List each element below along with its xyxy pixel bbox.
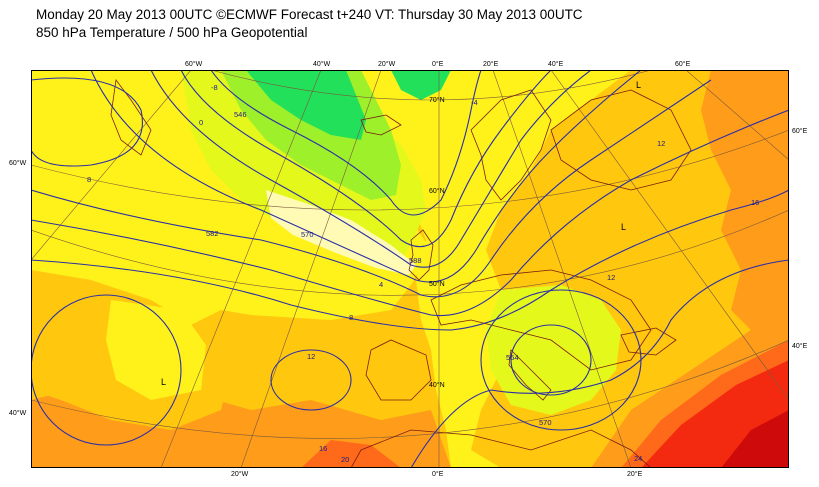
top-axis-label: 20°E — [483, 61, 499, 68]
temperature-label: 8 — [87, 175, 91, 184]
temperature-label: 4 — [379, 280, 383, 289]
geopotential-contour — [31, 109, 789, 317]
map-frame — [31, 70, 789, 468]
geopotential-contour — [31, 294, 182, 446]
graticule-lon-40w — [160, 70, 322, 468]
geopotential-label: 570 — [539, 418, 552, 427]
geopotential-contour — [150, 70, 592, 268]
coastline-iberia — [365, 339, 432, 401]
geopotential-contour — [210, 70, 482, 216]
top-axis-label: 60°W — [185, 61, 203, 68]
right-axis-label: 60°E — [792, 128, 808, 135]
geopotential-label: 570 — [301, 230, 314, 239]
geopotential-contour — [31, 189, 789, 331]
low-pressure-marker: L — [636, 80, 641, 90]
temperature-label: 12 — [607, 273, 615, 282]
latitude-label: 40°N — [429, 381, 445, 389]
coastline-black-sea — [620, 327, 677, 356]
temperature-label: 20 — [341, 455, 349, 464]
left-axis-label: 60°W — [9, 160, 27, 167]
temp-fill-pale-band — [266, 190, 416, 275]
temp-fill-8-12-west — [31, 70, 431, 330]
temp-fill-le-0-north — [391, 70, 451, 100]
graticule — [31, 70, 789, 468]
temperature-label: 12 — [657, 139, 665, 148]
top-axis-label: 40°E — [548, 61, 564, 68]
temperature-label: -4 — [471, 98, 478, 107]
bottom-axis-label: 20°E — [627, 471, 643, 478]
geopotential-label: 564 — [506, 353, 519, 362]
coastline-british-isles — [408, 229, 434, 281]
chart-title: Monday 20 May 2013 00UTC ©ECMWF Forecast… — [36, 7, 583, 22]
geopotential-contour — [180, 70, 552, 248]
temperature-field — [31, 70, 789, 468]
contour-labels: 546 570 582 588 570 564 -8 -4 0 4 8 8 12… — [87, 83, 759, 464]
top-axis-label: 0°E — [432, 61, 444, 68]
geopotential-label: 546 — [234, 110, 247, 119]
graticule-lon-20w — [240, 70, 382, 468]
graticule-lon-60w — [31, 70, 192, 261]
coastline-greenland — [110, 78, 152, 156]
temp-fill-20-24-south — [301, 440, 401, 468]
geopotential-contours — [31, 70, 789, 468]
top-axis-label: 60°E — [675, 61, 691, 68]
temp-fill-8-12-centre — [361, 70, 631, 468]
temp-fill-gt-28 — [721, 410, 789, 468]
graticule-lon-20e — [492, 70, 632, 468]
latitude-label: 70°N — [429, 96, 445, 104]
coastline-europe — [430, 269, 652, 371]
temperature-label: -8 — [211, 83, 218, 92]
right-axis-label: 40°E — [792, 343, 808, 350]
geopotential-contour — [510, 324, 592, 396]
graticule-lat-40n — [31, 339, 789, 439]
bottom-axis-label: 20°W — [231, 471, 249, 478]
latitude-label: 60°N — [429, 187, 445, 195]
latitude-label: 50°N — [429, 280, 445, 288]
graticule-lat-70n — [210, 70, 652, 101]
top-axis-label: 40°W — [313, 61, 331, 68]
temperature-label: 16 — [751, 198, 759, 207]
temperature-label: 0 — [199, 118, 203, 127]
coastline-africa — [350, 429, 652, 468]
temperature-label: 12 — [307, 352, 315, 361]
low-pressure-marker: L — [161, 377, 166, 387]
pressure-centres: L L L — [161, 80, 641, 387]
geopotential-label: 588 — [409, 256, 422, 265]
forecast-map: L L L 546 570 582 588 570 564 -8 -4 0 4 … — [31, 70, 789, 468]
geopotential-contour — [90, 70, 642, 283]
coastline-italy — [508, 349, 552, 401]
temperature-label: 24 — [634, 454, 642, 463]
temperature-label: 16 — [319, 444, 327, 453]
geopotential-label: 582 — [206, 229, 219, 238]
temp-fill-le-0 — [246, 70, 366, 140]
coastline-iceland — [360, 114, 402, 136]
top-axis-label: 20°W — [378, 61, 396, 68]
geopotential-contour — [410, 259, 789, 468]
graticule-lon-40e — [550, 70, 789, 401]
bottom-axis-label: 0°E — [432, 471, 444, 478]
chart-subtitle: 850 hPa Temperature / 500 hPa Geopotenti… — [36, 25, 308, 40]
left-axis-label: 40°W — [9, 410, 27, 417]
coastline-scandinavia — [470, 89, 552, 201]
low-pressure-marker: L — [621, 222, 626, 232]
latitude-labels: 70°N 60°N 50°N 40°N — [429, 96, 445, 389]
geopotential-contour — [270, 349, 352, 411]
graticule-lat-60n — [31, 129, 789, 211]
temperature-label: 8 — [349, 313, 353, 322]
geopotential-contour — [31, 79, 712, 298]
